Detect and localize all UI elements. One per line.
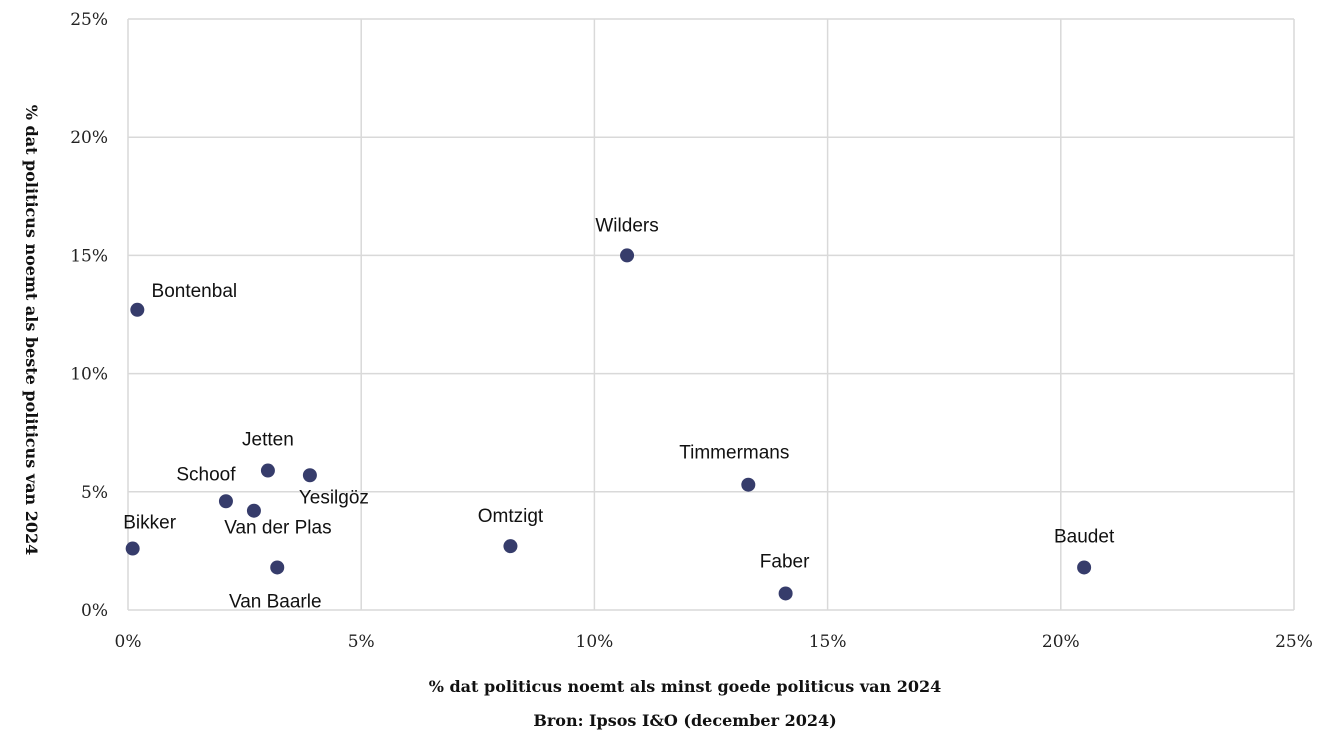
point-label: Yesilgöz — [299, 487, 369, 508]
x-tick-label: 20% — [1042, 632, 1080, 652]
data-point — [218, 494, 233, 509]
point-label: Omtzigt — [478, 506, 544, 527]
point-label: Wilders — [595, 215, 658, 236]
x-tick-label: 5% — [348, 632, 375, 652]
x-axis-title: % dat politicus noemt als minst goede po… — [429, 677, 942, 696]
point-label: Van der Plas — [224, 518, 331, 539]
x-tick-label: 0% — [115, 632, 142, 652]
x-tick-label: 10% — [576, 632, 614, 652]
data-point — [741, 477, 756, 492]
data-point — [130, 302, 145, 317]
data-point — [778, 586, 793, 601]
point-labels: Wilders Bontenbal Jetten Yesilgöz Schoof Van … — [123, 215, 1115, 612]
grid-lines — [127, 18, 1295, 611]
y-tick-label: 10% — [70, 365, 108, 385]
y-axis-ticks: 0% 5% 10% 15% 20% 25% — [70, 10, 108, 621]
y-tick-label: 20% — [70, 128, 108, 148]
point-label: Schoof — [176, 464, 236, 485]
point-label: Faber — [760, 551, 810, 572]
y-tick-label: 25% — [70, 10, 108, 30]
x-axis-ticks: 0% 5% 10% 15% 20% 25% — [115, 632, 1313, 652]
data-point — [1077, 560, 1092, 575]
x-tick-label: 25% — [1275, 632, 1313, 652]
data-point — [620, 248, 635, 263]
source-note: Bron: Ipsos I&O (december 2024) — [533, 711, 836, 730]
data-point — [246, 503, 261, 518]
data-point — [260, 463, 275, 478]
point-label: Van Baarle — [229, 591, 322, 612]
point-label: Bontenbal — [152, 281, 238, 302]
y-tick-label: 5% — [81, 483, 108, 503]
point-label: Timmermans — [679, 443, 789, 464]
data-point — [125, 541, 140, 556]
data-points — [125, 248, 1092, 601]
y-tick-label: 15% — [70, 246, 108, 266]
point-label: Baudet — [1054, 526, 1115, 547]
data-point — [503, 539, 518, 554]
y-tick-label: 0% — [81, 601, 108, 621]
y-axis-title: % dat politicus noemt als beste politicu… — [22, 105, 41, 555]
data-point — [302, 468, 317, 483]
point-label: Bikker — [123, 513, 176, 534]
x-tick-label: 15% — [809, 632, 847, 652]
point-label: Jetten — [242, 430, 294, 451]
data-point — [270, 560, 285, 575]
